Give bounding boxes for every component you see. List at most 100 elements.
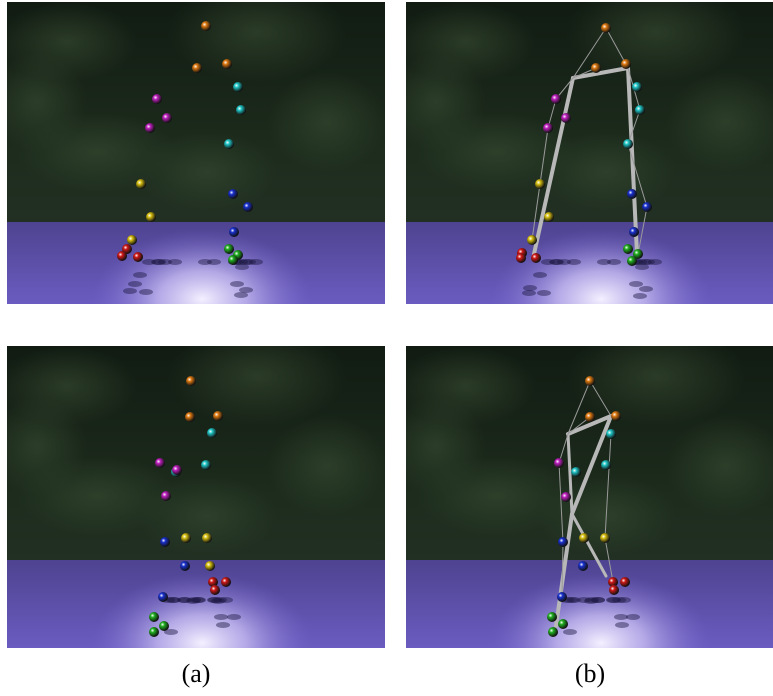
marker-sphere	[629, 227, 639, 237]
marker-sphere	[202, 533, 212, 543]
marker-sphere	[627, 256, 637, 266]
marker-sphere	[186, 376, 196, 386]
shadow	[133, 272, 147, 278]
shadow	[139, 289, 153, 295]
shadow	[567, 259, 581, 265]
foliage	[267, 416, 387, 516]
shadow	[214, 614, 228, 620]
marker-sphere	[585, 376, 595, 386]
shadow	[186, 598, 200, 604]
marker-sphere	[228, 189, 238, 199]
marker-sphere	[527, 235, 537, 245]
marker-sphere	[201, 21, 211, 31]
marker-sphere	[558, 537, 568, 547]
marker-sphere	[623, 244, 633, 254]
marker-sphere	[558, 619, 568, 629]
marker-sphere	[224, 244, 234, 254]
shadow	[198, 259, 212, 265]
caption: (a)	[182, 659, 211, 688]
marker-sphere	[554, 458, 564, 468]
marker-sphere	[222, 59, 232, 69]
marker-sphere	[591, 63, 601, 73]
shadow	[597, 259, 611, 265]
marker-sphere	[155, 458, 165, 468]
marker-sphere	[181, 533, 191, 543]
marker-sphere	[162, 113, 172, 123]
marker-sphere	[571, 467, 581, 477]
shadow	[152, 259, 166, 265]
marker-sphere	[531, 253, 541, 263]
marker-sphere	[224, 139, 234, 149]
shadow	[563, 629, 577, 635]
scene	[0, 326, 387, 696]
marker-sphere	[172, 465, 182, 475]
foliage	[137, 132, 277, 212]
marker-sphere	[243, 202, 253, 212]
shadow	[533, 272, 547, 278]
panels	[0, 0, 773, 696]
marker-sphere	[600, 533, 610, 543]
shadow	[230, 281, 244, 287]
shadow	[629, 281, 643, 287]
marker-sphere	[606, 429, 616, 439]
marker-sphere	[621, 59, 631, 69]
marker-sphere	[149, 627, 159, 637]
shadow	[168, 259, 182, 265]
shadow	[626, 614, 640, 620]
shadow	[537, 290, 551, 296]
marker-sphere	[535, 179, 545, 189]
marker-sphere	[185, 412, 195, 422]
shadow	[155, 664, 169, 670]
scene	[386, 0, 773, 369]
foliage	[386, 52, 486, 152]
marker-sphere	[207, 428, 217, 438]
marker-sphere	[557, 592, 567, 602]
marker-sphere	[547, 612, 557, 622]
caption: (b)	[575, 659, 605, 688]
scene	[0, 0, 387, 369]
marker-sphere	[611, 411, 621, 421]
page: (a) (b) (() => { const data = JSON.parse…	[0, 0, 773, 696]
foliage	[167, 326, 347, 426]
marker-sphere	[158, 592, 168, 602]
shadow	[522, 290, 536, 296]
shadow	[633, 293, 647, 299]
marker-sphere	[635, 105, 645, 115]
marker-sphere	[516, 253, 526, 263]
marker-sphere	[152, 94, 162, 104]
marker-sphere	[213, 411, 223, 421]
marker-sphere	[159, 621, 169, 631]
shadow	[648, 259, 662, 265]
foliage	[386, 396, 486, 496]
marker-sphere	[127, 235, 137, 245]
shadow	[614, 614, 628, 620]
shadow	[166, 597, 180, 603]
marker-sphere	[561, 113, 571, 123]
marker-sphere	[543, 123, 553, 133]
marker-sphere	[145, 123, 155, 133]
shadow	[249, 259, 263, 265]
foliage	[566, 326, 746, 426]
marker-sphere	[205, 561, 215, 571]
shadow	[635, 264, 649, 270]
photo-panel	[386, 0, 773, 369]
marker-sphere	[561, 492, 571, 502]
marker-sphere	[117, 251, 127, 261]
shadow	[165, 658, 179, 664]
shadow	[606, 597, 620, 603]
marker-sphere	[160, 537, 170, 547]
shadow	[235, 264, 249, 270]
marker-sphere	[578, 561, 588, 571]
marker-sphere	[161, 491, 171, 501]
photo-panel	[386, 326, 773, 696]
foliage	[267, 72, 387, 172]
marker-sphere	[146, 212, 156, 222]
marker-sphere	[136, 179, 146, 189]
shadow	[615, 622, 629, 628]
marker-sphere	[632, 82, 642, 92]
marker-sphere	[229, 227, 239, 237]
marker-sphere	[642, 202, 652, 212]
scene	[386, 326, 773, 696]
shadow	[216, 622, 230, 628]
shadow	[553, 649, 567, 655]
